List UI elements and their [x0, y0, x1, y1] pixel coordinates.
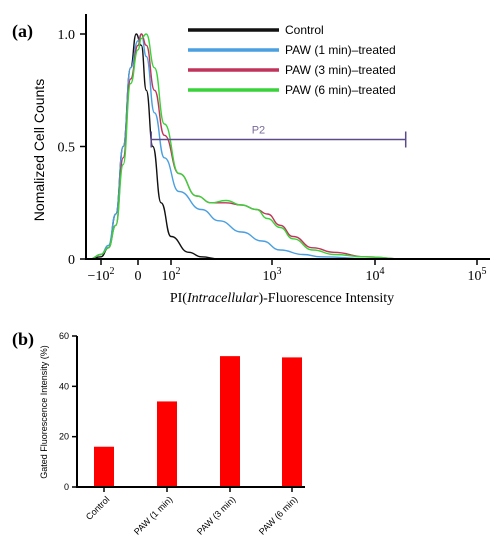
panel-b-y-ticks: 0 20 40 60 [59, 331, 77, 492]
bar-y-tick-label: 20 [59, 432, 69, 442]
panel-b-category-labels: Control PAW (1 min) PAW (3 min) PAW (6 min) [84, 487, 299, 537]
bar-category-label: PAW (6 min) [257, 494, 299, 536]
panel-a-label: (a) [12, 21, 33, 42]
bar-3 [282, 357, 302, 487]
panel-b-y-axis-label: Gated Fluorescence Intensity (%) [39, 345, 49, 479]
panel-a-histogram-curves [89, 33, 477, 260]
x-axis-label-end: )-Fluorescence Intensity [258, 291, 394, 306]
series-line-0 [89, 33, 477, 260]
gate-label: P2 [252, 125, 265, 137]
bar-category-label: PAW (3 min) [195, 494, 237, 536]
panel-b: (b) Gated Fluorescence Intensity (%) 0 20… [12, 329, 305, 537]
panel-a-y-axis-label: Nomalized Cell Counts [31, 79, 47, 221]
y-tick-label: 1.0 [58, 28, 76, 43]
bar-y-tick-label: 0 [64, 482, 69, 492]
x-axis-label-italic: Intracellular [186, 291, 259, 306]
x-tick-label: 103 [263, 266, 282, 284]
x-tick-label: 0 [135, 269, 142, 284]
x-tick-label: 102 [162, 266, 181, 284]
x-tick-label: 105 [468, 266, 487, 284]
x-tick-label: 104 [366, 266, 385, 284]
y-tick-label: 0.5 [58, 141, 76, 156]
legend-label-0: Control [285, 23, 324, 37]
bar-0 [94, 446, 114, 487]
series-line-2 [89, 33, 477, 260]
panel-a-y-ticks: 0 0.5 1.0 [58, 28, 86, 268]
x-axis-label-start: PI( [170, 291, 187, 306]
legend-label-1: PAW (1 min)–treated [285, 43, 396, 57]
series-line-1 [89, 33, 477, 260]
panel-b-label: (b) [12, 329, 34, 350]
bar-y-tick-label: 60 [59, 331, 69, 341]
x-tick-label: −102 [88, 266, 115, 284]
bar-category-label: Control [84, 494, 112, 522]
panel-a-x-axis-label: PI(Intracellular)-Fluorescence Intensity [170, 291, 394, 306]
bar-category-label: PAW (1 min) [132, 494, 174, 536]
bar-2 [220, 356, 240, 487]
panel-b-bars [94, 356, 302, 487]
panel-a-x-ticks: −102 0 102 103 104 105 [88, 259, 487, 284]
series-line-3 [89, 33, 477, 260]
panel-a: (a) Nomalized Cell Counts PI(Intracellul… [12, 14, 490, 306]
legend-label-3: PAW (6 min)–treated [285, 83, 396, 97]
legend-label-2: PAW (3 min)–treated [285, 63, 396, 77]
y-tick-label: 0 [68, 253, 75, 268]
panel-a-gate-p2: P2 [150, 125, 407, 148]
bar-1 [157, 401, 177, 487]
panel-a-legend: Control PAW (1 min)–treated PAW (3 min)–tr… [188, 23, 396, 97]
bar-y-tick-label: 40 [59, 381, 69, 391]
